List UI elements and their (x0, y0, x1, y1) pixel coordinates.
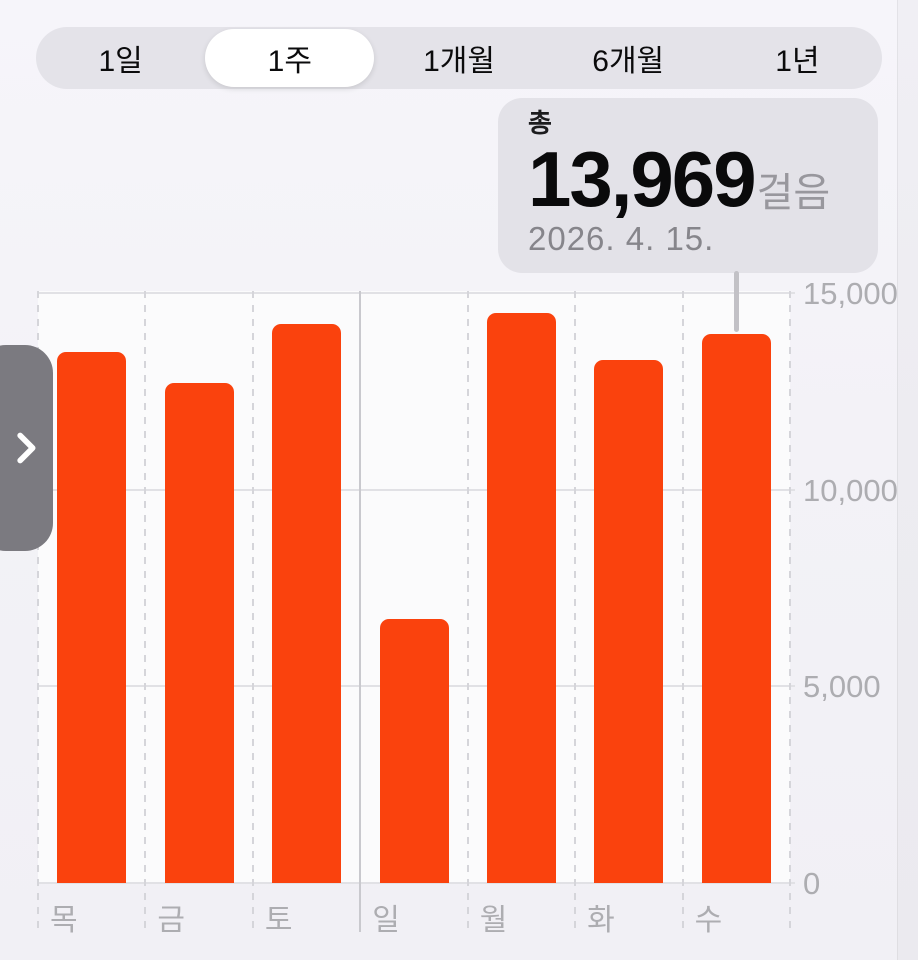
chart-bar-sun[interactable] (379, 619, 449, 883)
segment-range-1year[interactable]: 1년 (775, 45, 820, 78)
x-axis-label-mon: 월 (479, 904, 508, 937)
gridline-y-15000 (38, 292, 795, 294)
gridline-x-1 (144, 291, 147, 932)
chevron-right-icon (17, 432, 36, 464)
x-axis-label-thu: 목 (50, 904, 78, 937)
callout-unit-label: 걸음 (756, 171, 831, 215)
y-axis-label-15000: 15,000 (803, 276, 898, 311)
x-axis-label-sun: 일 (372, 904, 400, 937)
x-axis-label-fri: 금 (157, 904, 186, 937)
gridline-x-2 (251, 291, 254, 932)
y-axis-label-10000: 10,000 (803, 472, 898, 508)
segment-range-1month[interactable]: 1개월 (423, 45, 495, 78)
column-divider-solid (359, 291, 362, 932)
selection-indicator-line (734, 271, 739, 332)
segment-range-1day[interactable]: 1일 (98, 45, 143, 78)
time-range-segmented-control[interactable]: 1일 1주 1개월 6개월 1년 (36, 27, 882, 89)
callout-date: 2026. 4. 15. (528, 220, 715, 257)
gridline-x-7 (789, 291, 791, 932)
y-axis-label-5000: 5,000 (803, 669, 881, 705)
gridline-x-0 (37, 291, 39, 932)
scroll-forward-button[interactable] (0, 345, 53, 551)
callout-total-label: 총 (528, 108, 552, 138)
chart-bar-sat[interactable] (272, 324, 342, 883)
gridline-y-0 (38, 882, 795, 884)
chart-bar-tue[interactable] (594, 359, 664, 883)
selection-callout: 총 13,969 걸음 2026. 4. 15. (498, 98, 878, 273)
x-axis-label-wed: 수 (694, 904, 723, 937)
gridline-x-4 (466, 291, 469, 932)
chart-bar-fri[interactable] (164, 383, 234, 883)
x-axis-label-tue: 화 (587, 904, 615, 937)
chart-bar-wed[interactable] (701, 333, 771, 883)
gridline-x-5 (574, 291, 577, 932)
callout-step-count: 13,969 (528, 135, 757, 223)
x-axis-label-sat: 토 (264, 904, 293, 937)
right-edge-seam (897, 0, 918, 960)
gridline-x-6 (681, 291, 684, 932)
chart-bar-mon[interactable] (486, 312, 556, 883)
y-axis-label-0: 0 (803, 866, 821, 901)
gridline-y-10000 (38, 488, 795, 491)
segment-range-6months[interactable]: 6개월 (592, 45, 665, 78)
segment-range-1week[interactable]: 1주 (205, 29, 375, 87)
chart-bar-thu[interactable] (57, 352, 127, 883)
